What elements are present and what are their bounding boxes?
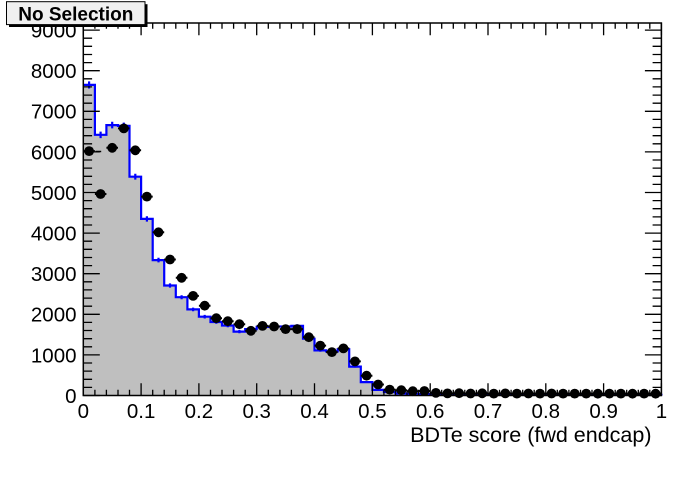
svg-text:1: 1	[656, 400, 667, 423]
svg-text:6000: 6000	[31, 141, 77, 164]
svg-text:0.7: 0.7	[474, 400, 503, 423]
svg-text:0.2: 0.2	[185, 400, 214, 423]
svg-text:4000: 4000	[31, 223, 77, 246]
svg-text:No Selection: No Selection	[18, 4, 133, 25]
svg-text:0.6: 0.6	[416, 400, 445, 423]
svg-text:BDTe score (fwd endcap): BDTe score (fwd endcap)	[410, 423, 651, 447]
svg-text:0.1: 0.1	[127, 400, 156, 423]
svg-text:0.5: 0.5	[358, 400, 387, 423]
svg-text:5000: 5000	[31, 182, 77, 205]
svg-text:3000: 3000	[31, 263, 77, 286]
svg-text:1000: 1000	[31, 344, 77, 367]
svg-text:0.8: 0.8	[532, 400, 561, 423]
svg-text:0: 0	[78, 400, 89, 423]
svg-text:7000: 7000	[31, 101, 77, 124]
svg-text:8000: 8000	[31, 60, 77, 83]
svg-text:2000: 2000	[31, 304, 77, 327]
svg-text:0.9: 0.9	[589, 400, 618, 423]
svg-text:0.4: 0.4	[300, 400, 329, 423]
svg-text:0: 0	[65, 385, 76, 408]
svg-text:0.3: 0.3	[242, 400, 271, 423]
